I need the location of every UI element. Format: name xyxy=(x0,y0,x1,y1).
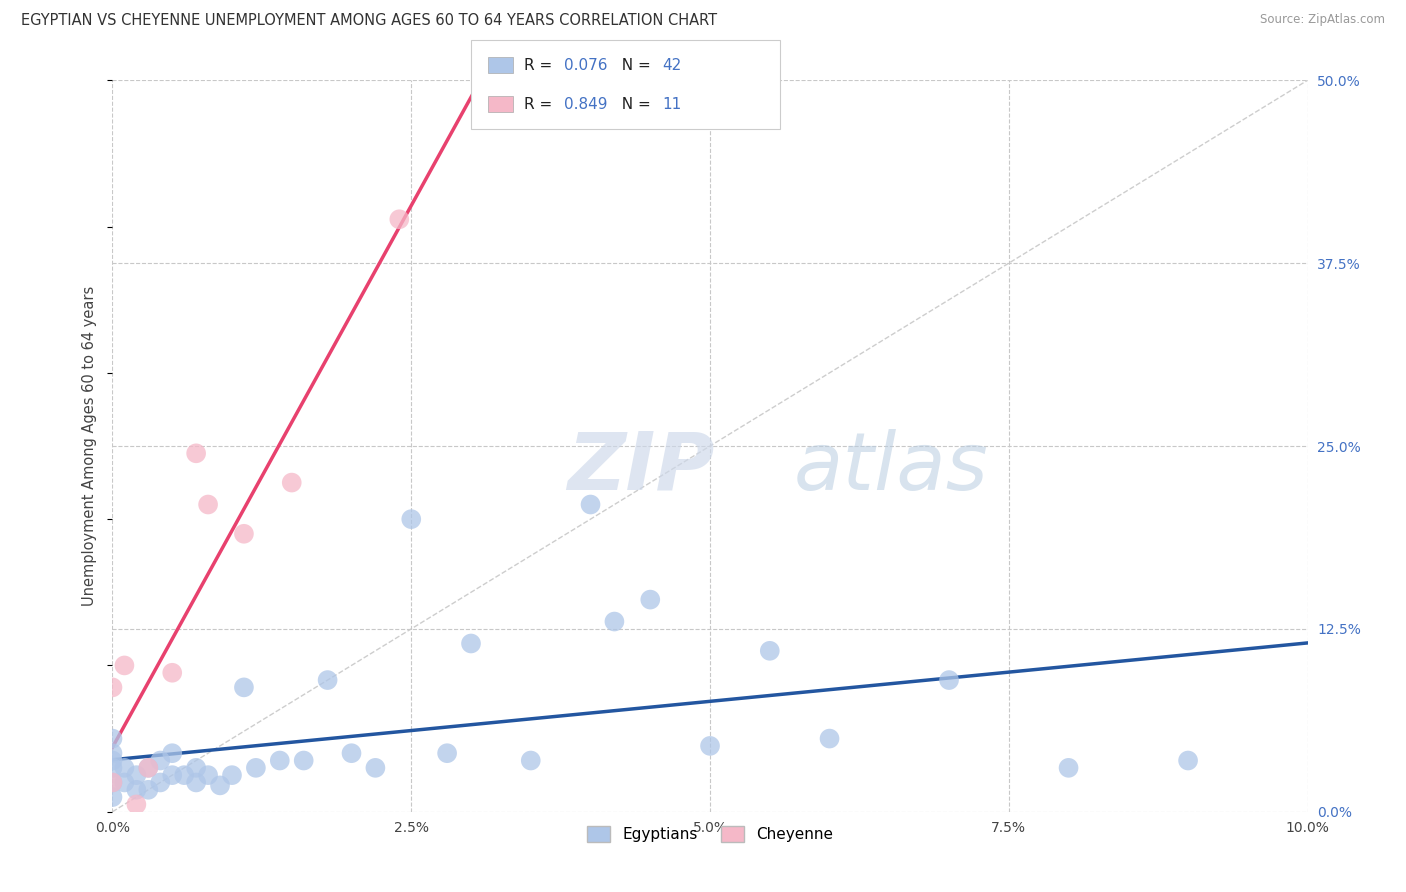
Text: R =: R = xyxy=(524,97,558,112)
Point xyxy=(197,768,219,782)
Point xyxy=(364,761,387,775)
Point xyxy=(173,768,195,782)
Point xyxy=(245,761,267,775)
Text: R =: R = xyxy=(524,58,558,72)
Text: 42: 42 xyxy=(662,58,682,72)
Point xyxy=(520,754,543,768)
Point xyxy=(1057,761,1080,775)
Point xyxy=(149,754,172,768)
Point xyxy=(221,768,243,782)
Point xyxy=(759,644,782,658)
Point xyxy=(114,658,135,673)
Point xyxy=(101,754,124,768)
Text: ZIP: ZIP xyxy=(567,429,714,507)
Point xyxy=(316,673,339,687)
Point xyxy=(233,681,256,695)
Text: EGYPTIAN VS CHEYENNE UNEMPLOYMENT AMONG AGES 60 TO 64 YEARS CORRELATION CHART: EGYPTIAN VS CHEYENNE UNEMPLOYMENT AMONG … xyxy=(21,13,717,29)
Text: 0.076: 0.076 xyxy=(564,58,607,72)
Point xyxy=(1177,754,1199,768)
Point xyxy=(818,731,841,746)
Point xyxy=(292,754,315,768)
Point xyxy=(101,775,124,789)
Text: N =: N = xyxy=(612,58,655,72)
Point xyxy=(640,592,662,607)
Point xyxy=(269,754,291,768)
Point xyxy=(125,768,148,782)
Legend: Egyptians, Cheyenne: Egyptians, Cheyenne xyxy=(581,820,839,848)
Y-axis label: Unemployment Among Ages 60 to 64 years: Unemployment Among Ages 60 to 64 years xyxy=(82,285,97,607)
Point xyxy=(603,615,626,629)
Point xyxy=(186,775,208,789)
Point xyxy=(579,498,602,512)
Point xyxy=(138,782,160,797)
Text: N =: N = xyxy=(612,97,655,112)
Point xyxy=(101,761,124,775)
Point xyxy=(186,761,208,775)
Point xyxy=(162,768,183,782)
Point xyxy=(149,775,172,789)
Point xyxy=(186,446,208,460)
Point xyxy=(162,746,183,760)
Point xyxy=(436,746,458,760)
Point xyxy=(101,790,124,805)
Point xyxy=(101,746,124,760)
Point xyxy=(197,498,219,512)
Point xyxy=(209,778,232,792)
Point xyxy=(138,761,160,775)
Text: Source: ZipAtlas.com: Source: ZipAtlas.com xyxy=(1260,13,1385,27)
Point xyxy=(340,746,363,760)
Point xyxy=(125,782,148,797)
Point xyxy=(388,212,411,227)
Text: 0.849: 0.849 xyxy=(564,97,607,112)
Point xyxy=(281,475,304,490)
Point xyxy=(125,797,148,812)
Point xyxy=(114,761,135,775)
Point xyxy=(460,636,482,650)
Point xyxy=(699,739,721,753)
Point xyxy=(114,775,135,789)
Text: atlas: atlas xyxy=(793,429,988,507)
Point xyxy=(162,665,183,680)
Point xyxy=(401,512,423,526)
Text: 11: 11 xyxy=(662,97,682,112)
Point xyxy=(938,673,960,687)
Point xyxy=(138,761,160,775)
Point xyxy=(101,775,124,789)
Point xyxy=(233,526,256,541)
Point xyxy=(101,731,124,746)
Point xyxy=(101,681,124,695)
